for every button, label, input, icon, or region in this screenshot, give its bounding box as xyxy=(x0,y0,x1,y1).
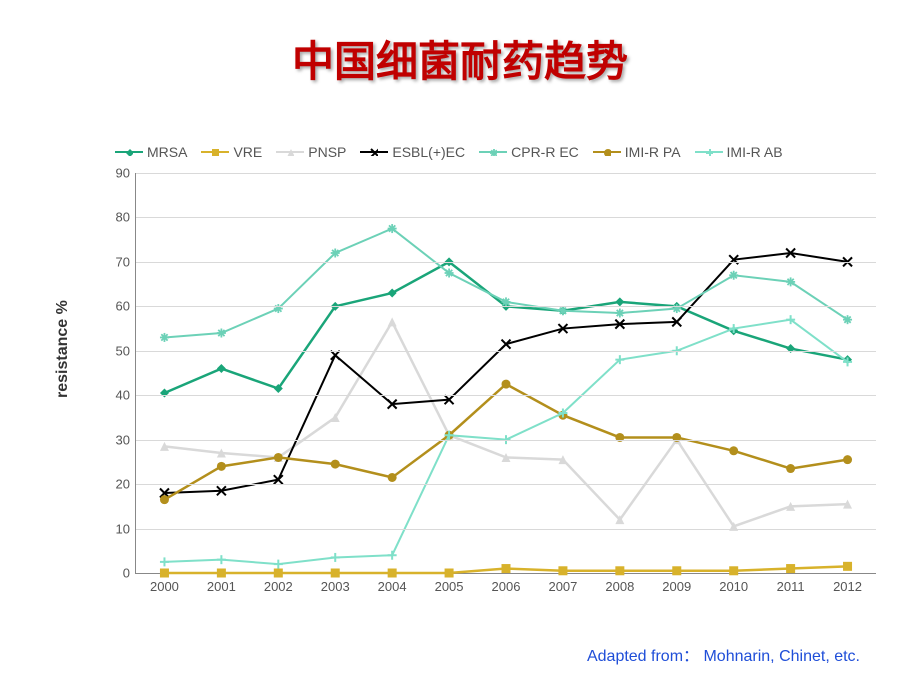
legend-item: CPR-R EC xyxy=(479,144,579,160)
x-tick-label: 2006 xyxy=(492,579,521,594)
gridline xyxy=(136,217,876,218)
legend-item: VRE xyxy=(201,144,262,160)
x-marker-icon xyxy=(370,148,378,156)
legend-label: IMI-R PA xyxy=(625,144,681,160)
attribution-text: Adapted from： Mohnarin, Chinet, etc. xyxy=(587,642,860,666)
chart-lines xyxy=(136,173,876,573)
gridline xyxy=(136,262,876,263)
x-tick-label: 2000 xyxy=(150,579,179,594)
x-tick-label: 2010 xyxy=(719,579,748,594)
chart-container: MRSA VRE PNSP ESBL(+)EC CPR-R EC IMI-R PA IMI-… xyxy=(60,138,880,603)
gridline xyxy=(136,395,876,396)
legend-label: PNSP xyxy=(308,144,346,160)
legend-label: ESBL(+)EC xyxy=(392,144,465,160)
slide: 中国细菌耐药趋势 MRSA VRE PNSP ESBL(+)EC CPR-R EC IMI… xyxy=(0,28,920,690)
x-tick-label: 2009 xyxy=(662,579,691,594)
y-tick-label: 60 xyxy=(116,299,130,314)
legend-item: IMI-R PA xyxy=(593,144,681,160)
x-tick-label: 2011 xyxy=(777,579,805,594)
plot-area: 0102030405060708090200020012002200320042… xyxy=(135,173,876,574)
y-tick-label: 90 xyxy=(116,166,130,181)
x-tick-label: 2004 xyxy=(378,579,407,594)
asterisk-marker-icon xyxy=(489,148,497,156)
legend-label: IMI-R AB xyxy=(727,144,783,160)
legend-label: VRE xyxy=(233,144,262,160)
x-tick-label: 2003 xyxy=(321,579,350,594)
y-tick-label: 20 xyxy=(116,477,130,492)
y-tick-label: 70 xyxy=(116,254,130,269)
gridline xyxy=(136,351,876,352)
legend-item: ESBL(+)EC xyxy=(360,144,465,160)
y-tick-label: 80 xyxy=(116,210,130,225)
y-tick-label: 40 xyxy=(116,388,130,403)
x-tick-label: 2012 xyxy=(833,579,862,594)
legend-item: MRSA xyxy=(115,144,187,160)
gridline xyxy=(136,529,876,530)
circle-marker-icon xyxy=(603,148,611,156)
legend-item: IMI-R AB xyxy=(695,144,783,160)
x-tick-label: 2002 xyxy=(264,579,293,594)
gridline xyxy=(136,440,876,441)
square-marker-icon xyxy=(211,148,219,156)
legend-label: CPR-R EC xyxy=(511,144,579,160)
x-tick-label: 2001 xyxy=(207,579,236,594)
x-tick-label: 2008 xyxy=(605,579,634,594)
legend-label: MRSA xyxy=(147,144,187,160)
x-tick-label: 2007 xyxy=(548,579,577,594)
diamond-marker-icon xyxy=(125,148,133,156)
slide-title: 中国细菌耐药趋势 xyxy=(0,28,920,89)
gridline xyxy=(136,173,876,174)
legend: MRSA VRE PNSP ESBL(+)EC CPR-R EC IMI-R PA IMI-… xyxy=(60,138,880,166)
y-tick-label: 0 xyxy=(123,566,130,581)
y-tick-label: 30 xyxy=(116,432,130,447)
y-axis-label: resistance % xyxy=(54,300,72,398)
y-tick-label: 50 xyxy=(116,343,130,358)
gridline xyxy=(136,484,876,485)
gridline xyxy=(136,306,876,307)
plus-marker-icon xyxy=(705,148,713,156)
legend-item: PNSP xyxy=(276,144,346,160)
triangle-marker-icon xyxy=(286,148,294,156)
y-tick-label: 10 xyxy=(116,521,130,536)
x-tick-label: 2005 xyxy=(435,579,464,594)
